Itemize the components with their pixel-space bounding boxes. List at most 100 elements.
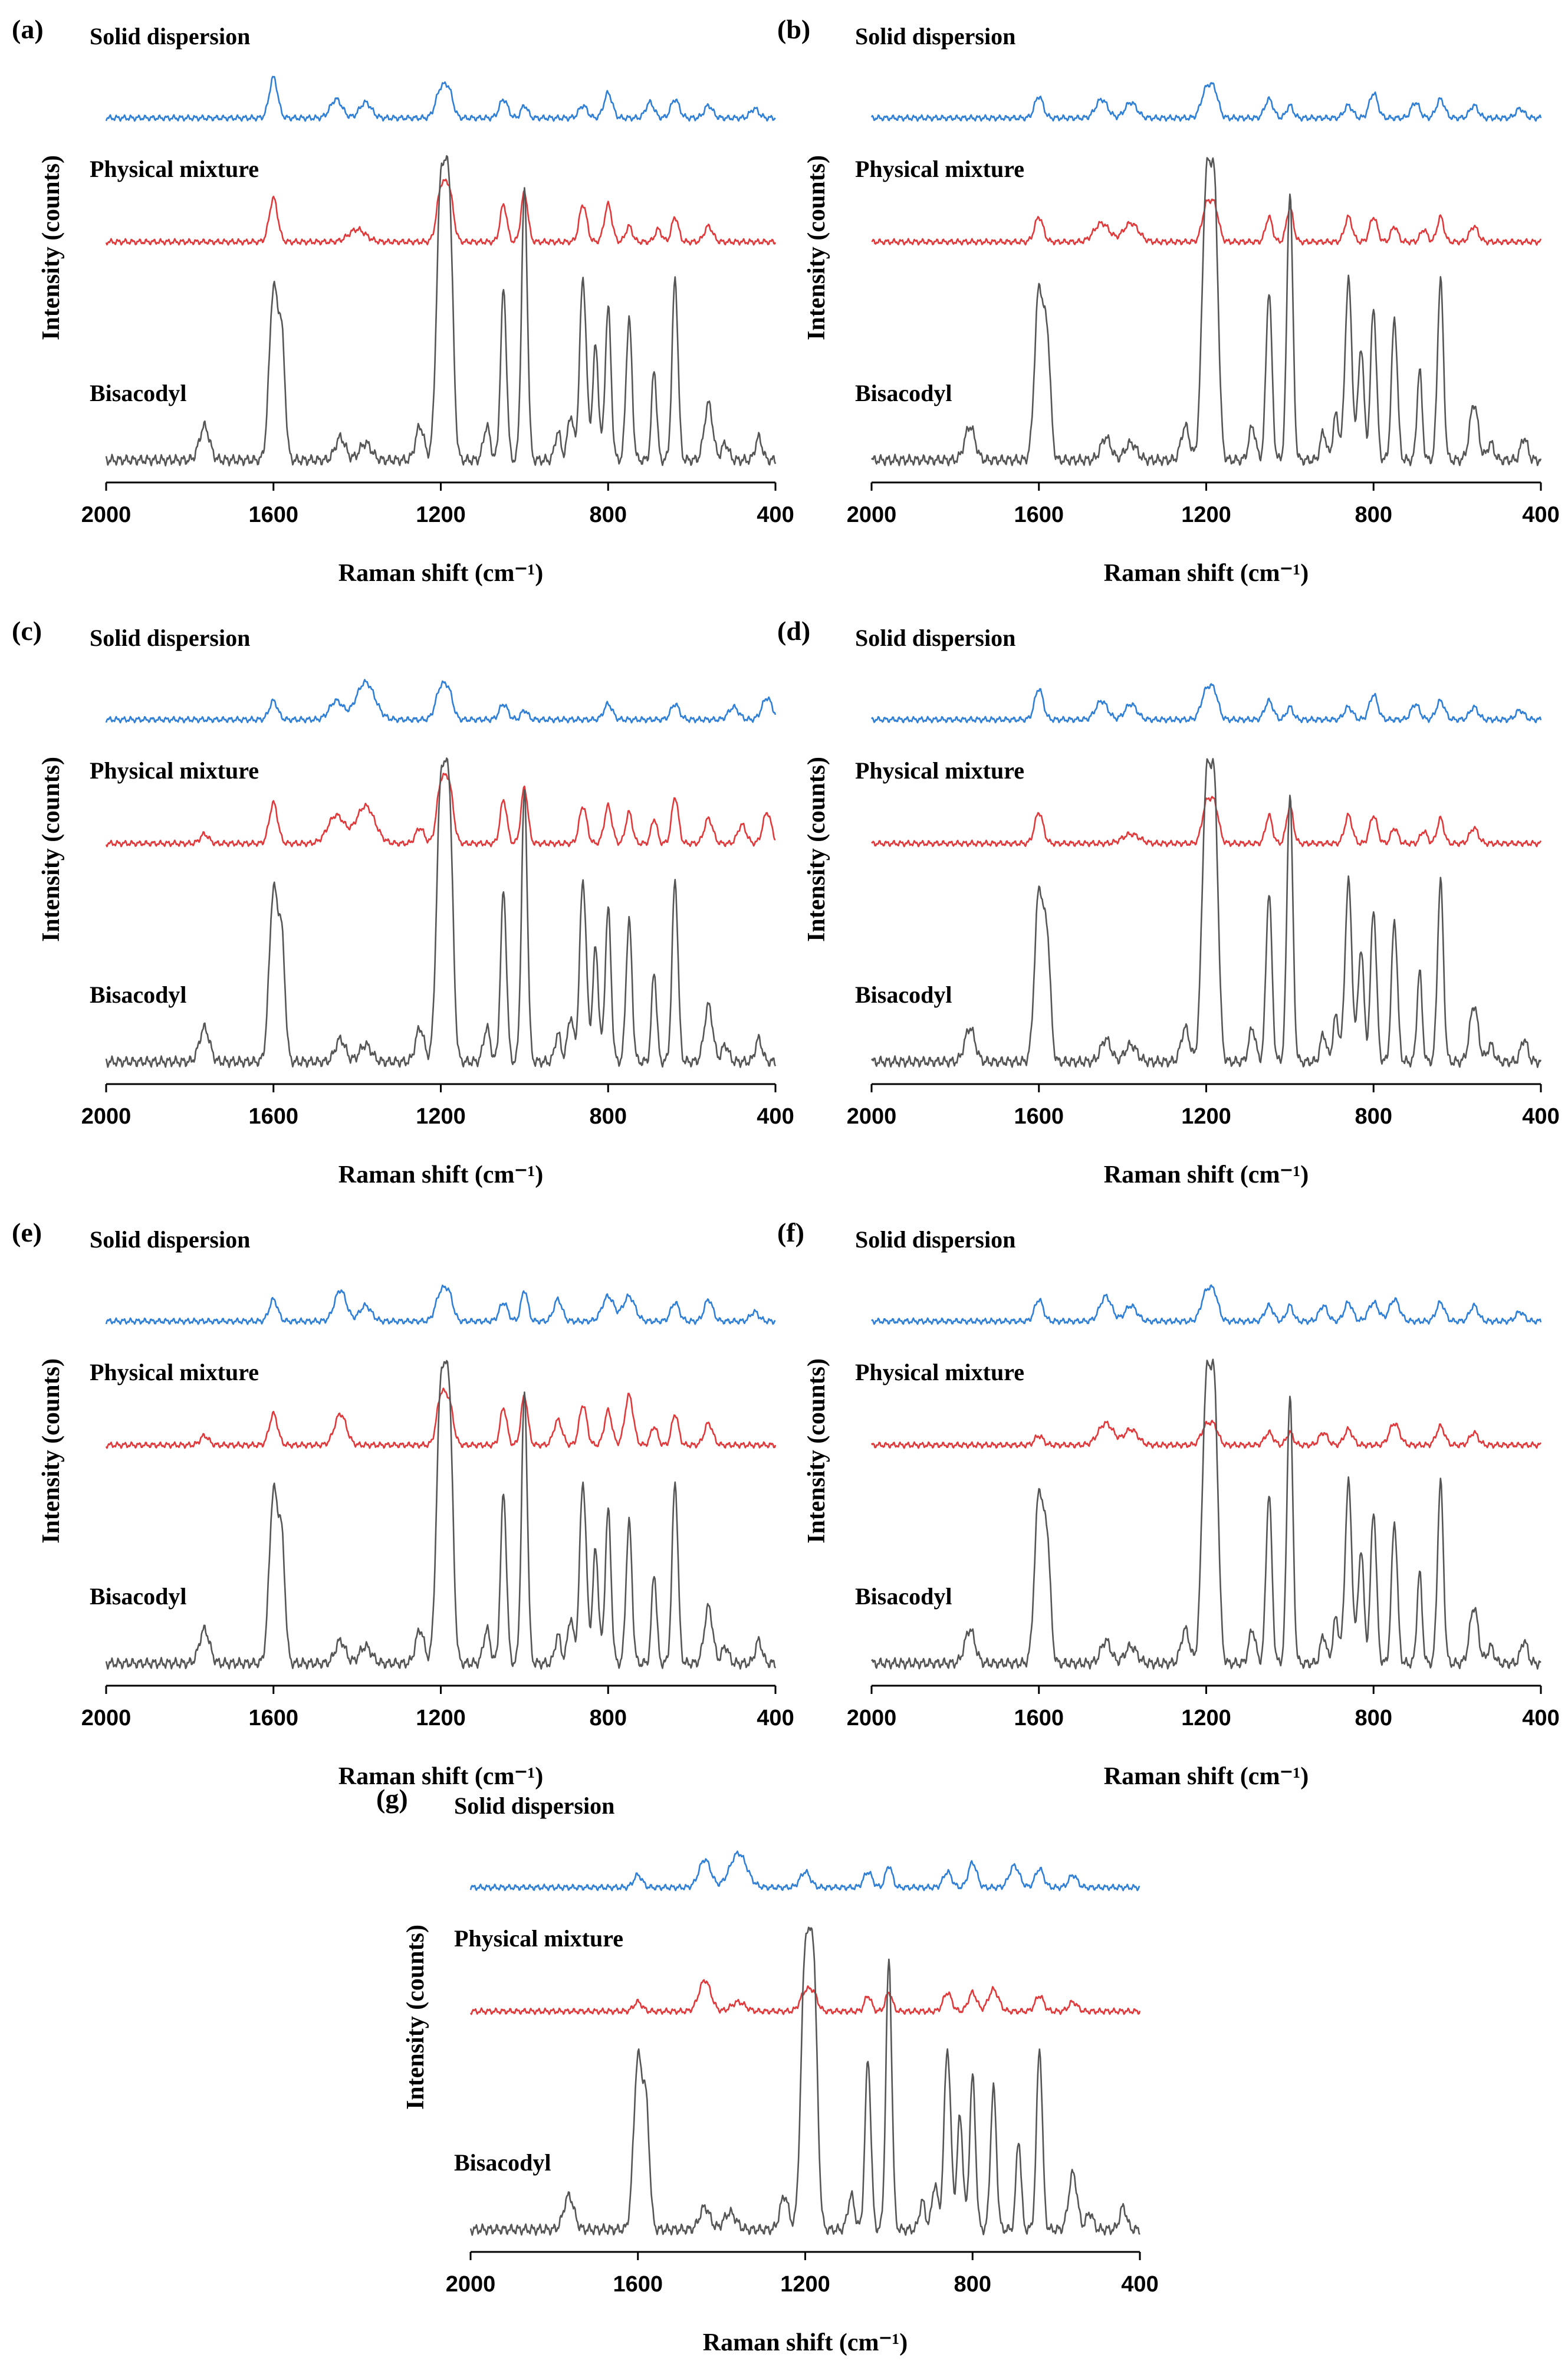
series-line-bisacodyl [469,1926,1140,2236]
series-line-solid-dispersion [870,82,1542,122]
x-tick-label: 1200 [1181,1104,1231,1129]
series-line-solid-dispersion [105,1285,776,1325]
y-axis-title: Intensity (counts) [402,1925,429,2110]
x-tick-label: 1600 [248,503,298,527]
x-axis-title: Raman shift (cm⁻¹) [338,1161,543,1188]
x-tick-label: 800 [590,1104,627,1129]
trace-label: Bisacodyl [855,1583,952,1610]
y-axis-title: Intensity (counts) [38,757,65,942]
series-line-physical-mixture [105,1387,777,1449]
x-tick-label: 1200 [416,503,466,527]
x-tick-label: 400 [1522,1104,1559,1129]
trace-label: Bisacodyl [90,380,186,406]
panel-letter: (a) [12,14,44,44]
x-tick-label: 2000 [81,503,132,527]
series-line-bisacodyl [105,1360,777,1670]
x-tick-label: 2000 [847,503,897,527]
series-line-bisacodyl [105,757,777,1068]
trace-label: Physical mixture [855,757,1024,784]
x-axis-title: Raman shift (cm⁻¹) [1104,1161,1309,1188]
x-tick-label: 400 [757,1706,794,1731]
series-line-solid-dispersion [105,679,777,724]
trace-label: Solid dispersion [855,1226,1015,1253]
trace-label: Solid dispersion [855,625,1015,651]
panel-a: (a) Intensity (counts) Solid dispersion Phy… [12,14,794,587]
trace-label: Solid dispersion [454,1792,614,1819]
x-tick-label: 400 [757,1104,794,1129]
series-line-bisacodyl [105,155,777,467]
x-axis-title: Raman shift (cm⁻¹) [1104,1763,1309,1790]
x-axis-title: Raman shift (cm⁻¹) [703,2329,908,2356]
series-line-solid-dispersion [469,1850,1140,1892]
panel-d: (d) Intensity (counts) Solid dispersion Phy… [777,616,1560,1188]
panel-letter: (g) [376,1784,408,1814]
x-tick-label: 1200 [416,1104,466,1129]
panel-letter: (d) [777,616,810,646]
trace-label: Physical mixture [90,1359,259,1385]
trace-label: Physical mixture [90,156,259,182]
x-tick-label: 800 [590,1706,627,1731]
panel-e: (e) Intensity (counts) Solid dispersion Phy… [12,1217,794,1790]
series-line-bisacodyl [870,1358,1541,1670]
x-tick-label: 400 [1522,503,1559,527]
x-tick-label: 1600 [1014,503,1064,527]
trace-label: Physical mixture [855,1359,1024,1385]
y-axis-title: Intensity (counts) [803,1358,830,1544]
panel-letter: (e) [12,1217,42,1247]
x-tick-label: 400 [1522,1706,1559,1731]
x-tick-label: 800 [1355,1706,1392,1731]
trace-label: Physical mixture [90,757,259,784]
x-axis-title: Raman shift (cm⁻¹) [338,560,543,587]
x-tick-label: 1600 [613,2272,663,2297]
panel-b: (b) Intensity (counts) Solid dispersion Phy… [777,14,1560,587]
x-tick-label: 1600 [248,1706,298,1731]
x-tick-label: 2000 [81,1706,132,1731]
y-axis-title: Intensity (counts) [803,155,830,340]
panel-letter: (f) [777,1217,804,1247]
x-tick-label: 1200 [780,2272,830,2297]
series-line-physical-mixture [871,198,1542,246]
x-tick-label: 2000 [847,1706,897,1731]
trace-label: Solid dispersion [90,1226,250,1253]
x-axis-title: Raman shift (cm⁻¹) [338,1763,543,1790]
panel-g: (g) Intensity (counts) Solid dispersion Phy… [376,1784,1159,2356]
x-tick-label: 2000 [446,2272,496,2297]
x-tick-label: 1200 [416,1706,466,1731]
series-line-physical-mixture [105,178,777,246]
y-axis-title: Intensity (counts) [803,757,830,942]
trace-label: Bisacodyl [855,380,952,406]
x-tick-label: 1600 [1014,1706,1064,1731]
series-line-physical-mixture [469,1979,1141,2015]
x-tick-label: 400 [1121,2272,1158,2297]
series-line-bisacodyl [870,157,1542,467]
x-tick-label: 800 [1355,1104,1392,1129]
series-line-solid-dispersion [105,75,776,122]
trace-label: Physical mixture [855,156,1024,182]
trace-label: Bisacodyl [90,981,186,1008]
panel-f: (f) Intensity (counts) Solid dispersion Phy… [777,1217,1560,1790]
series-line-physical-mixture [871,796,1542,848]
x-tick-label: 1200 [1181,503,1231,527]
trace-label: Solid dispersion [90,23,250,50]
x-axis-title: Raman shift (cm⁻¹) [1104,560,1309,587]
x-tick-label: 1600 [248,1104,298,1129]
x-tick-label: 2000 [81,1104,132,1129]
series-line-solid-dispersion [871,1284,1542,1325]
trace-label: Bisacodyl [454,2149,551,2176]
trace-label: Physical mixture [454,1925,623,1952]
y-axis-title: Intensity (counts) [38,1358,65,1544]
panel-letter: (c) [12,616,42,646]
panel-c: (c) Intensity (counts) Solid dispersion Phy… [12,616,794,1188]
x-tick-label: 800 [590,503,627,527]
x-tick-label: 800 [954,2272,991,2297]
series-line-physical-mixture [870,1420,1542,1449]
series-line-bisacodyl [870,758,1542,1068]
y-axis-title: Intensity (counts) [38,155,65,340]
x-tick-label: 2000 [847,1104,897,1129]
trace-label: Bisacodyl [855,981,952,1008]
series-line-solid-dispersion [870,683,1542,724]
trace-label: Solid dispersion [90,625,250,651]
x-tick-label: 1600 [1014,1104,1064,1129]
trace-label: Bisacodyl [90,1583,186,1610]
